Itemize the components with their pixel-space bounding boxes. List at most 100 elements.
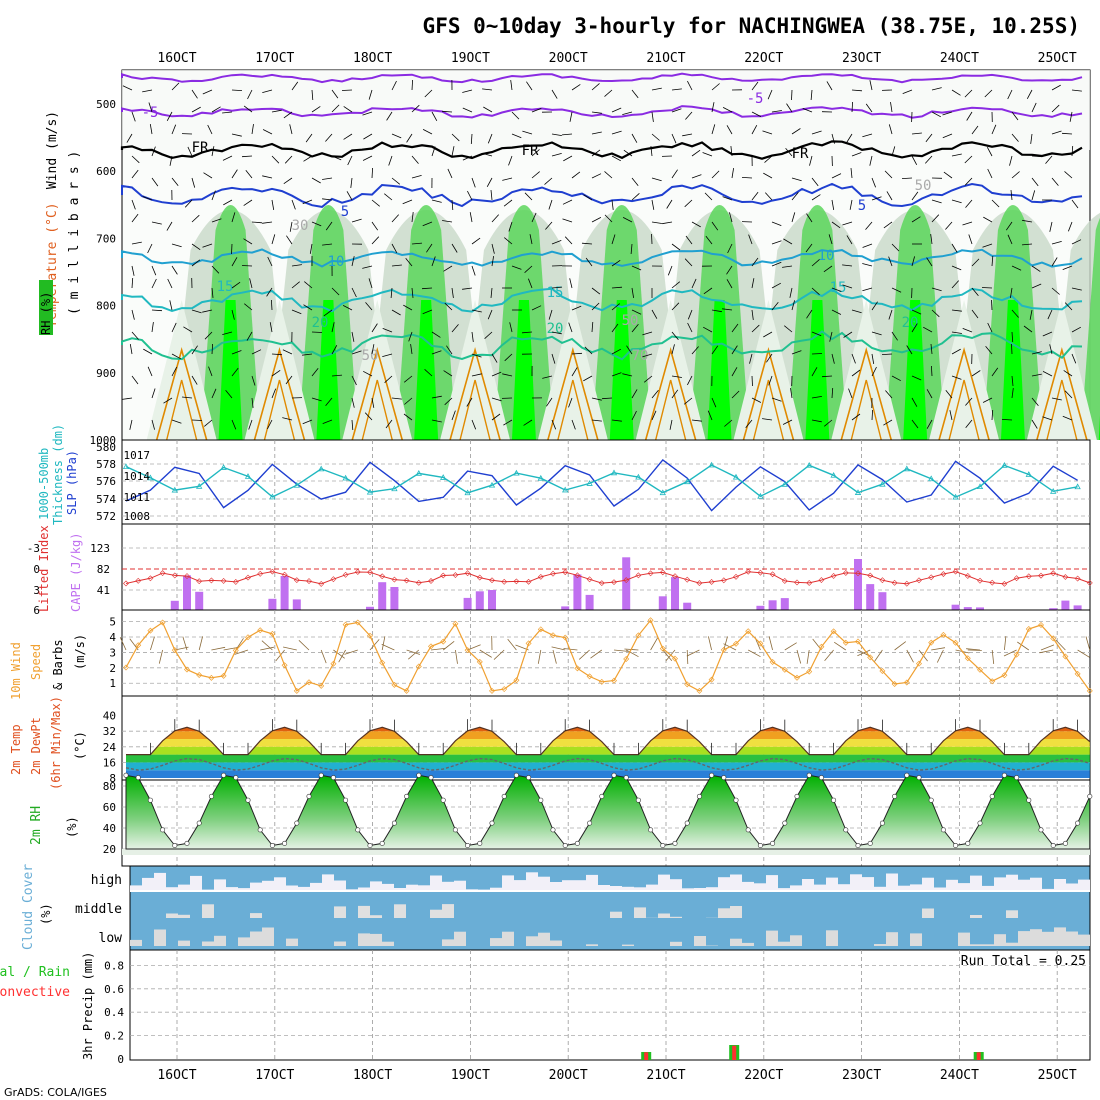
- wind-barb: [325, 397, 333, 406]
- wind-barb: [203, 172, 213, 179]
- wind-speed-marker: [452, 620, 459, 627]
- li-marker: [611, 579, 617, 586]
- temp-contour: [840, 347, 893, 441]
- wind-speed-marker: [171, 647, 178, 654]
- thickness-line-marker: [196, 482, 203, 489]
- wind-barb: [343, 133, 353, 140]
- wind-barb: [631, 133, 638, 143]
- wind-barb: [591, 83, 600, 91]
- wind-barb: [391, 309, 401, 316]
- cloud-ylabel-1: Cloud Cover: [21, 864, 36, 950]
- wind-barb: [341, 89, 353, 91]
- rh-marker: [184, 840, 190, 846]
- wind-barb: [551, 286, 563, 289]
- wind-barb: [267, 419, 273, 430]
- wind-barb: [731, 323, 739, 333]
- wind-barb: [748, 649, 761, 658]
- wind-barb: [151, 177, 159, 187]
- wind-barb: [711, 397, 717, 408]
- li-marker: [647, 570, 654, 577]
- wind-barb: [241, 265, 253, 267]
- thickness-line-marker: [684, 478, 691, 485]
- rh-marker: [135, 775, 141, 781]
- contour-label: 5: [341, 204, 349, 220]
- temp-contour-15: [121, 287, 1083, 313]
- rh-marker: [660, 842, 666, 848]
- li-marker: [171, 572, 178, 579]
- wind-speed-marker: [135, 642, 142, 649]
- temp-contour: [361, 379, 393, 441]
- wind-barb: [683, 397, 693, 405]
- temp-contour-20: [121, 330, 1083, 361]
- wind-barb: [802, 108, 813, 113]
- thickness-line-marker: [586, 480, 593, 486]
- cloud-high-bar: [970, 875, 982, 890]
- wind-barb: [537, 649, 542, 664]
- y-tick-label: 0.8: [104, 959, 124, 972]
- contour-label: FR: [192, 140, 209, 156]
- cloud-high-bar: [874, 886, 886, 890]
- wind-barb: [191, 177, 196, 188]
- wind-barb: [1021, 243, 1033, 246]
- cloud-mid-bar: [970, 915, 982, 918]
- wind-barb: [762, 418, 773, 421]
- wind-barb: [751, 257, 759, 267]
- wind-barb: [286, 235, 293, 245]
- wind-barb: [564, 236, 573, 245]
- li-marker: [525, 578, 532, 585]
- wind-barb: [685, 235, 693, 245]
- cloud-high-bar: [1006, 874, 1018, 890]
- wind-barb: [119, 637, 127, 651]
- thickness-line-marker: [1001, 462, 1008, 468]
- wind-barb: [267, 256, 273, 267]
- wind-barb: [1064, 390, 1073, 399]
- wind-barb: [991, 299, 993, 311]
- wind-barb: [811, 287, 820, 295]
- wind-barb: [707, 410, 713, 421]
- wind-barb: [333, 649, 345, 659]
- li-marker: [1038, 572, 1044, 579]
- wind-barb: [727, 243, 733, 254]
- contour-label: 20: [902, 315, 919, 331]
- cloud-high-bar: [562, 880, 574, 890]
- wind-barb: [731, 390, 740, 399]
- wind-barb: [431, 146, 436, 157]
- thickness-line-marker: [732, 473, 740, 480]
- cloud-high-bar: [238, 888, 250, 890]
- thickness-line-marker: [1050, 487, 1057, 494]
- cape-bar: [622, 557, 631, 610]
- rh-shading: [511, 300, 536, 440]
- wind-barb: [408, 649, 420, 660]
- wind-barb: [931, 365, 933, 377]
- wind-barb: [846, 235, 853, 245]
- y-tick-label: 0: [117, 1053, 124, 1066]
- wind-barb: [422, 221, 433, 227]
- wind-barb: [126, 133, 133, 143]
- wind-barb: [171, 265, 178, 275]
- wind-barb: [462, 287, 473, 290]
- wind-barb: [1042, 371, 1053, 377]
- slp-ylabel-2: Thickness (dm): [51, 424, 65, 525]
- contour-label: 50: [622, 313, 639, 329]
- wind-barb: [751, 125, 758, 135]
- cloud-high-bar: [178, 884, 190, 890]
- wind-barb: [1011, 343, 1013, 355]
- wind-barb: [431, 419, 442, 423]
- footer-credit: GrADS: COLA/IGES: [4, 1086, 107, 1099]
- wind-barb: [842, 221, 853, 226]
- wind-barb: [1009, 155, 1013, 166]
- wind-barb: [1011, 375, 1014, 387]
- y-tick-label: 24: [103, 741, 117, 754]
- wind-barb: [966, 648, 981, 651]
- wind-barb: [591, 131, 602, 135]
- wind-speed-marker: [550, 632, 556, 639]
- cape-bar: [951, 604, 960, 610]
- dry-tongue: [440, 300, 511, 440]
- wind-barb: [951, 375, 962, 380]
- cloud-high-bar: [142, 877, 154, 890]
- wind-barb: [502, 373, 513, 377]
- x-tick-label: 25OCT: [1038, 51, 1077, 66]
- rh-marker: [928, 797, 934, 803]
- wind-barb: [611, 259, 621, 267]
- cloud-high-bar: [466, 889, 478, 890]
